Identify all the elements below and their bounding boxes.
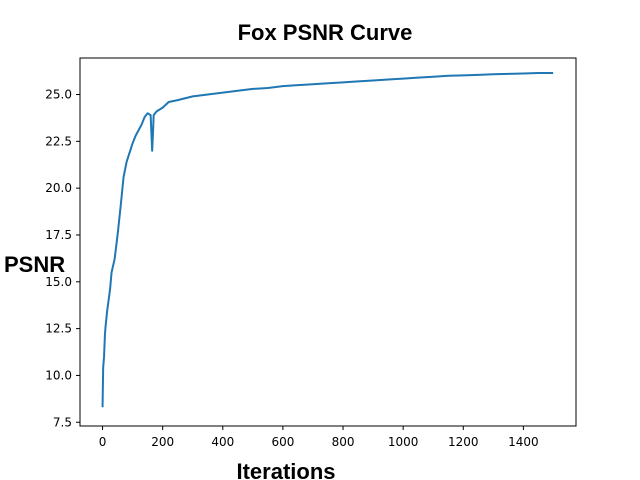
chart-title: Fox PSNR Curve <box>238 20 413 45</box>
x-tick-label: 600 <box>271 435 294 449</box>
x-tick-label: 1000 <box>388 435 419 449</box>
x-axis-label: Iterations <box>236 459 335 480</box>
x-tick-label: 0 <box>99 435 107 449</box>
series-layer <box>101 71 554 408</box>
y-tick-label: 12.5 <box>45 322 72 336</box>
y-tick-label: 20.0 <box>45 181 72 195</box>
x-tick-label: 400 <box>211 435 234 449</box>
x-tick-label: 200 <box>151 435 174 449</box>
y-tick-label: 15.0 <box>45 275 72 289</box>
y-tick-label: 7.5 <box>53 415 72 429</box>
x-tick-label: 1200 <box>448 435 479 449</box>
y-tick-label: 10.0 <box>45 368 72 382</box>
x-tick-label: 800 <box>332 435 355 449</box>
x-tick-label: 1400 <box>508 435 539 449</box>
y-tick-label: 22.5 <box>45 134 72 148</box>
y-tick-label: 25.0 <box>45 88 72 102</box>
y-axis-label: PSNR <box>4 252 65 277</box>
psnr-series-line <box>101 71 554 408</box>
y-axis: 7.5 10.0 12.5 15.0 17.5 20.0 22.5 25.0 <box>45 88 80 429</box>
plot-frame <box>79 57 577 427</box>
y-tick-label: 17.5 <box>45 228 72 242</box>
x-axis: 0 200 400 600 800 1000 1200 1400 <box>99 426 539 449</box>
